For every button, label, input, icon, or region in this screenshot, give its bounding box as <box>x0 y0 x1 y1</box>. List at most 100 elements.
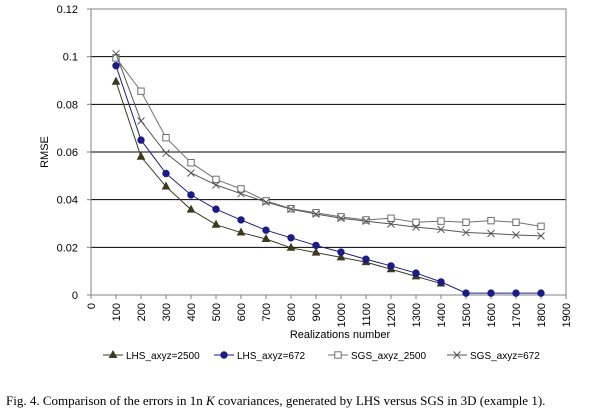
data-point <box>261 233 271 242</box>
data-point <box>186 204 196 213</box>
y-tick-label: 0.12 <box>57 4 78 16</box>
x-tick-label: 900 <box>311 303 323 321</box>
x-tick-label: 1200 <box>386 303 398 327</box>
x-tick-label: 1300 <box>411 303 423 327</box>
caption-italic: K <box>206 393 215 408</box>
x-tick-label: 1000 <box>336 303 348 327</box>
data-point <box>337 213 345 221</box>
series-line <box>115 65 541 294</box>
data-point <box>512 289 520 297</box>
data-point <box>312 241 320 250</box>
data-point <box>187 159 195 167</box>
caption-prefix: Fig. 4. Comparison of the errors in 1n <box>6 393 207 408</box>
data-point <box>262 198 270 206</box>
series-line <box>115 57 542 227</box>
data-point <box>437 225 445 234</box>
data-point <box>412 223 420 231</box>
data-point <box>412 218 420 227</box>
data-point <box>111 76 121 85</box>
x-tick-label: 1900 <box>561 303 573 327</box>
data-point <box>362 216 370 224</box>
legend: LHS_axyz=2500 LHS_axyz=672 SGS_axyz_2500 SG… <box>103 349 540 362</box>
data-point <box>487 289 495 297</box>
legend-item: LHS_axyz=672 <box>214 351 306 362</box>
data-point <box>312 210 320 218</box>
y-tick-label: 0.06 <box>57 147 78 159</box>
data-point <box>362 255 370 263</box>
line-chart: 0 0.02 0.04 0.06 0.08 0.1 0.12 0 100 200 300 400 50… <box>39 4 573 362</box>
data-point <box>161 181 171 190</box>
data-point <box>462 228 470 237</box>
legend-label: SGS_axyz_2500 <box>351 351 426 362</box>
y-tick-label: 0.04 <box>57 195 78 207</box>
legend-marker <box>453 351 461 359</box>
data-point <box>287 205 295 214</box>
x-tick-label: 800 <box>286 303 298 321</box>
legend-marker <box>334 351 342 359</box>
x-tick-label: 500 <box>211 303 223 321</box>
x-tick-label: 0 <box>86 303 98 309</box>
legend-item: LHS_axyz=2500 <box>103 349 200 362</box>
data-point <box>437 217 445 225</box>
y-axis-title: RMSE <box>39 136 51 168</box>
data-point <box>162 169 170 178</box>
data-point <box>462 289 470 297</box>
data-point <box>487 229 495 238</box>
legend-item: SGS_axyz_2500 <box>328 351 426 362</box>
series-3 <box>112 49 545 240</box>
data-point <box>337 214 345 223</box>
data-point <box>336 252 346 261</box>
data-point <box>462 218 470 227</box>
data-point <box>211 219 221 228</box>
data-point <box>237 185 245 193</box>
data-point <box>387 220 395 228</box>
y-tick-label: 0.02 <box>57 242 78 254</box>
y-tick-label: 0.1 <box>63 52 78 64</box>
data-point <box>137 117 145 125</box>
data-point <box>537 222 545 231</box>
data-point <box>337 248 345 256</box>
series-0 <box>111 76 446 287</box>
data-point <box>487 216 495 225</box>
legend-label: SGS_axyz=672 <box>470 351 540 362</box>
series-line <box>115 53 542 237</box>
x-tick-label: 300 <box>161 303 173 321</box>
legend-marker <box>220 351 228 359</box>
data-point <box>312 209 320 217</box>
data-point <box>237 189 245 198</box>
data-point <box>311 247 321 256</box>
x-tick-label: 600 <box>236 303 248 321</box>
data-point <box>187 169 195 177</box>
data-point <box>162 134 170 142</box>
data-series <box>111 49 545 297</box>
data-point <box>537 232 545 240</box>
x-tick-label: 1100 <box>361 303 373 327</box>
x-tick-label: 1400 <box>436 303 448 327</box>
caption-suffix: covariances, generated by LHS versus SGS… <box>214 393 546 408</box>
data-point <box>412 269 420 277</box>
data-point <box>512 231 520 239</box>
series-line <box>115 81 442 285</box>
x-tick-label: 400 <box>186 303 198 321</box>
series-2 <box>112 54 545 231</box>
legend-item: SGS_axyz=672 <box>447 351 540 362</box>
data-point <box>362 217 370 225</box>
data-point <box>287 234 295 242</box>
data-point <box>162 149 170 158</box>
figure-caption: Fig. 4. Comparison of the errors in 1n K… <box>6 393 602 409</box>
legend-label: LHS_axyz=2500 <box>126 351 200 362</box>
data-point <box>187 191 195 199</box>
data-point <box>262 226 270 234</box>
legend-label: LHS_axyz=672 <box>237 351 306 362</box>
grid-lines <box>91 8 566 296</box>
data-point <box>212 181 220 189</box>
data-point <box>112 62 120 70</box>
series-1 <box>112 62 545 297</box>
x-axis-title: Realizations number <box>290 329 391 341</box>
y-tick-label: 0 <box>72 290 78 302</box>
data-point <box>212 205 220 213</box>
y-tick-label: 0.08 <box>57 99 78 111</box>
data-point <box>212 175 220 184</box>
data-point <box>136 151 146 160</box>
legend-marker <box>108 349 118 358</box>
